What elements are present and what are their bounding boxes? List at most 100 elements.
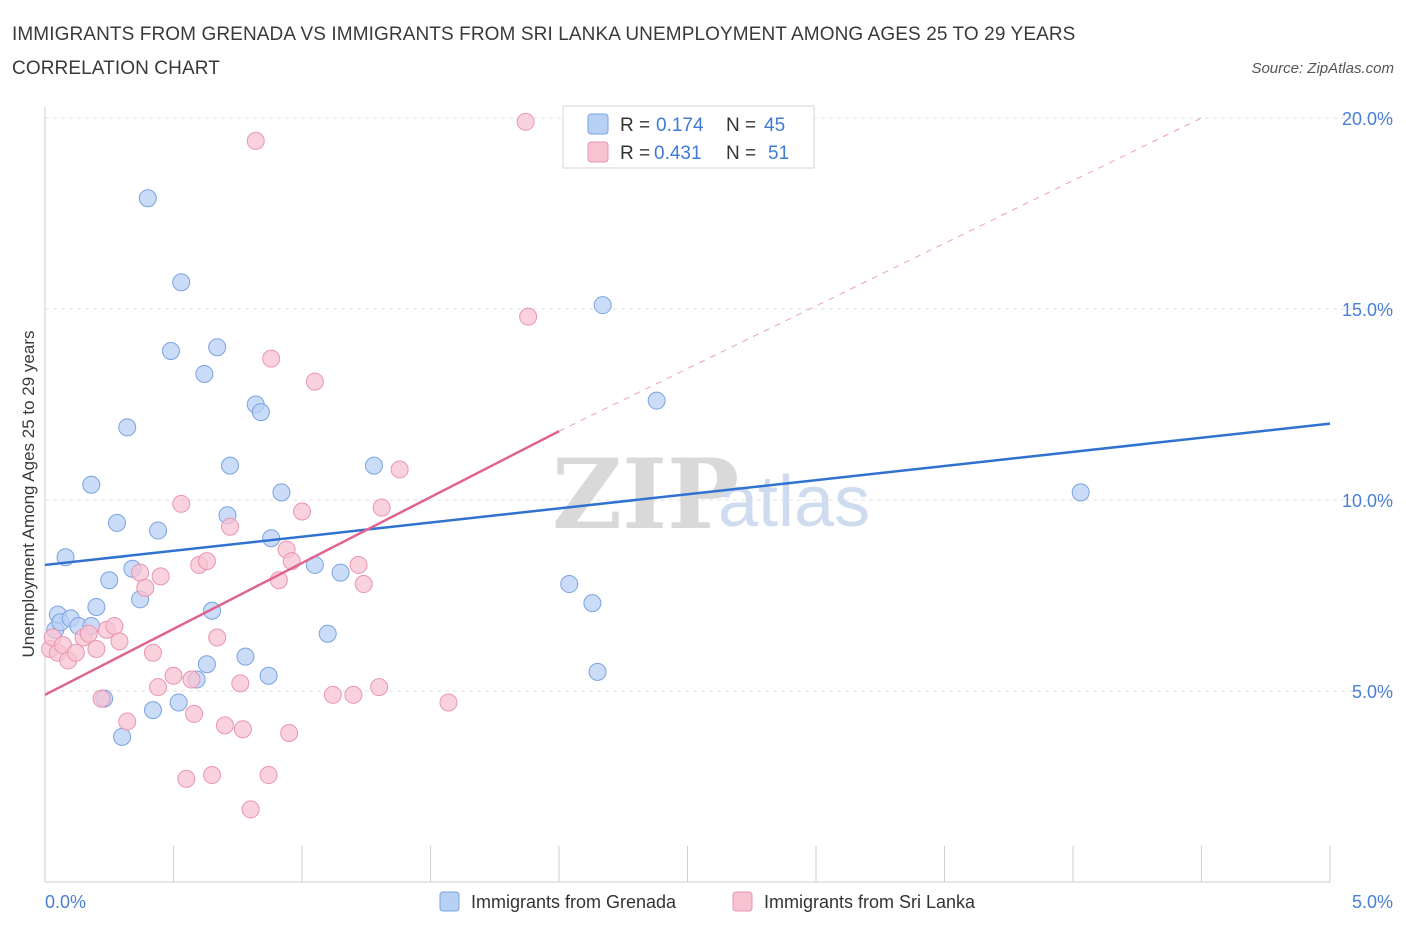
- watermark-atlas: atlas: [718, 462, 870, 542]
- data-point-grenada: [195, 364, 214, 383]
- data-point-grenada: [593, 296, 612, 315]
- legend-n-value-grenada: 45: [764, 115, 785, 136]
- data-point-grenada: [208, 338, 227, 357]
- x-tick-label-max: 5.0%: [1352, 892, 1393, 912]
- watermark: ZIP atlas: [552, 438, 870, 551]
- chart-title: IMMIGRANTS FROM GRENADA VS IMMIGRANTS FR…: [12, 24, 1076, 79]
- bottom-legend-label-srilanka: Immigrants from Sri Lanka: [764, 892, 976, 912]
- trend-lines: [44, 117, 1331, 696]
- data-point-srilanka: [293, 502, 311, 521]
- data-point-srilanka: [221, 517, 240, 536]
- data-point-srilanka: [177, 769, 196, 788]
- data-point-srilanka: [105, 617, 124, 636]
- data-point-srilanka: [246, 131, 265, 150]
- data-point-grenada: [82, 475, 101, 494]
- data-point-grenada: [113, 727, 132, 746]
- data-point-srilanka: [136, 578, 155, 597]
- y-tick-label: 10.0%: [1342, 491, 1393, 511]
- y-axis-tick-labels: 5.0% 10.0% 15.0% 20.0%: [1342, 109, 1393, 702]
- y-tick-label: 15.0%: [1342, 300, 1393, 320]
- data-point-grenada: [272, 483, 291, 502]
- data-point-srilanka: [233, 720, 252, 739]
- series-srilanka-points: [41, 112, 538, 819]
- data-point-grenada: [331, 563, 350, 582]
- trend-line-grenada: [44, 422, 1331, 567]
- data-point-grenada: [251, 403, 270, 422]
- data-point-srilanka: [344, 685, 363, 704]
- data-point-srilanka: [185, 704, 204, 723]
- bottom-legend-swatch-grenada: [439, 891, 460, 912]
- data-point-srilanka: [439, 693, 458, 712]
- data-point-srilanka: [92, 689, 111, 708]
- trend-line-srilanka: [44, 430, 560, 696]
- legend-n-value-srilanka: 51: [768, 143, 789, 164]
- legend-swatch-grenada: [587, 113, 609, 135]
- data-point-grenada: [236, 647, 255, 666]
- series-grenada-points: [46, 189, 1090, 746]
- data-point-grenada: [87, 597, 106, 616]
- data-point-grenada: [560, 575, 579, 594]
- data-point-srilanka: [519, 307, 538, 326]
- data-point-grenada: [588, 662, 607, 681]
- legend-r-value-grenada: 0.174: [656, 115, 704, 136]
- data-point-srilanka: [118, 712, 137, 731]
- legend-box: R = 0.174 N = 45 R = 0.431 N = 51: [562, 105, 815, 169]
- x-axis-ticks: [44, 846, 1331, 882]
- data-point-srilanka: [110, 632, 129, 651]
- data-point-srilanka: [354, 575, 373, 594]
- data-point-grenada: [647, 391, 666, 410]
- y-tick-label: 5.0%: [1352, 682, 1393, 702]
- data-point-srilanka: [131, 563, 150, 582]
- data-point-srilanka: [259, 766, 278, 785]
- data-point-grenada: [100, 571, 119, 590]
- data-point-srilanka: [241, 800, 260, 819]
- data-point-srilanka: [280, 724, 299, 743]
- legend-n-label-grenada: N =: [726, 115, 756, 136]
- data-point-srilanka: [390, 460, 409, 479]
- data-point-grenada: [1071, 483, 1090, 502]
- data-point-srilanka: [215, 716, 234, 735]
- data-point-srilanka: [516, 112, 535, 131]
- y-axis-title: Unemployment Among Ages 25 to 29 years: [19, 331, 38, 658]
- legend-r-label-grenada: R =: [620, 115, 650, 136]
- data-point-srilanka: [182, 670, 201, 689]
- data-point-srilanka: [87, 639, 106, 658]
- legend-n-label-srilanka: N =: [726, 143, 756, 164]
- data-point-grenada: [143, 701, 162, 720]
- data-point-grenada: [149, 521, 168, 540]
- bottom-legend: Immigrants from Grenada Immigrants from …: [439, 891, 976, 912]
- data-point-srilanka: [305, 372, 324, 391]
- data-point-srilanka: [208, 628, 227, 647]
- data-point-srilanka: [149, 678, 168, 697]
- data-point-grenada: [169, 693, 188, 712]
- data-point-srilanka: [372, 498, 391, 517]
- source-label: Source: ZipAtlas.com: [1251, 60, 1394, 77]
- legend-swatch-srilanka: [587, 141, 609, 163]
- data-point-grenada: [161, 342, 180, 361]
- data-point-srilanka: [349, 555, 368, 574]
- data-point-grenada: [259, 666, 278, 685]
- data-point-srilanka: [164, 666, 183, 685]
- y-tick-label: 20.0%: [1342, 109, 1393, 129]
- data-point-grenada: [138, 189, 157, 208]
- data-point-grenada: [583, 594, 602, 613]
- x-tick-label-min: 0.0%: [45, 892, 86, 912]
- data-point-srilanka: [143, 643, 162, 662]
- data-point-grenada: [118, 418, 137, 437]
- data-point-srilanka: [323, 685, 342, 704]
- data-point-grenada: [197, 655, 216, 674]
- data-point-grenada: [364, 456, 383, 475]
- bottom-legend-label-grenada: Immigrants from Grenada: [471, 892, 677, 912]
- data-point-srilanka: [197, 552, 216, 571]
- data-point-srilanka: [151, 567, 170, 586]
- legend-r-value-srilanka: 0.431: [654, 143, 702, 164]
- data-point-grenada: [318, 624, 337, 643]
- x-axis-tick-labels: 0.0% 5.0%: [45, 892, 1393, 912]
- data-point-srilanka: [79, 624, 98, 643]
- data-point-grenada: [172, 273, 191, 292]
- data-point-grenada: [221, 456, 240, 475]
- data-point-srilanka: [172, 494, 191, 513]
- data-point-srilanka: [370, 678, 389, 697]
- data-point-grenada: [107, 513, 126, 532]
